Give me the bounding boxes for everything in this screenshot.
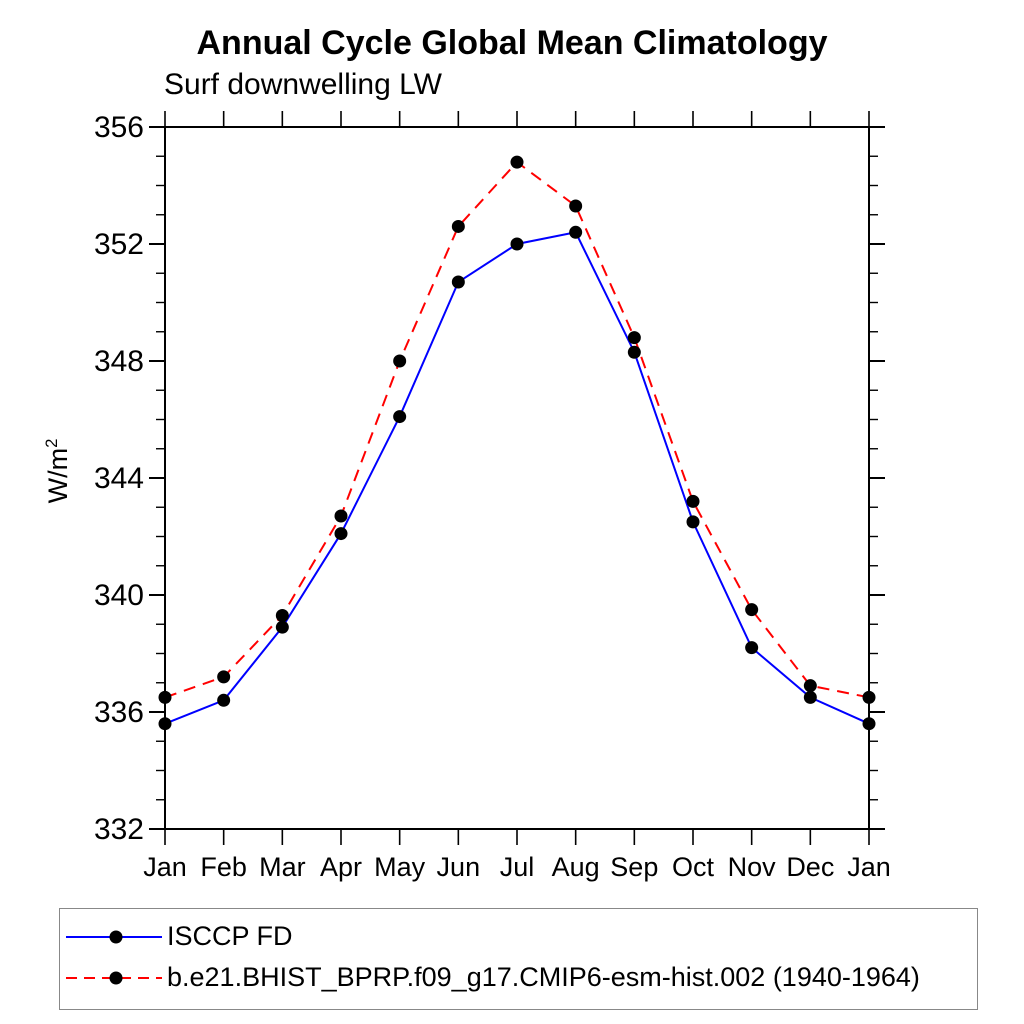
data-point-marker-0 — [217, 693, 231, 707]
data-point-marker-1 — [862, 690, 876, 704]
data-point-marker-0 — [275, 620, 289, 634]
x-axis-tick-label: Sep — [610, 852, 658, 882]
x-axis-tick-label: May — [374, 852, 426, 882]
data-point-marker-1 — [217, 670, 231, 684]
y-axis-tick-label: 332 — [94, 813, 144, 846]
data-point-marker-0 — [451, 275, 465, 289]
y-axis-tick-label: 348 — [94, 345, 144, 378]
x-axis-tick-label: Aug — [552, 852, 600, 882]
x-axis-tick-label: Mar — [259, 852, 306, 882]
data-point-marker-1 — [393, 354, 407, 368]
chart-title: Annual Cycle Global Mean Climatology — [196, 24, 828, 62]
x-axis-tick-label: Jun — [437, 852, 481, 882]
x-axis-tick-label: Apr — [320, 852, 362, 882]
data-point-marker-0 — [627, 345, 641, 359]
data-point-marker-1 — [803, 679, 817, 693]
legend-label: ISCCP FD — [167, 921, 293, 951]
data-point-marker-0 — [334, 527, 348, 541]
y-axis-tick-label: 356 — [94, 111, 144, 144]
legend-label: b.e21.BHIST_BPRP.f09_g17.CMIP6-esm-hist.… — [167, 962, 920, 992]
legend-entry-isccp: ISCCP FD — [60, 916, 977, 957]
y-axis-tick-label: 340 — [94, 579, 144, 612]
data-point-marker-1 — [158, 690, 172, 704]
x-axis-tick-label: Oct — [672, 852, 715, 882]
x-axis-tick-label: Dec — [786, 852, 834, 882]
legend-line-sample-solid — [66, 930, 162, 943]
series-line-0 — [164, 231, 870, 725]
legend-marker-icon — [109, 971, 123, 984]
legend-line-sample-dashed — [66, 971, 162, 984]
data-point-marker-0 — [158, 717, 172, 731]
x-axis-tick-label: Feb — [200, 852, 247, 882]
data-point-marker-0 — [569, 225, 583, 239]
x-axis-tick-label: Jan — [143, 852, 187, 882]
data-point-marker-0 — [745, 641, 759, 655]
data-point-marker-1 — [627, 331, 641, 345]
x-axis-tick-label: Jul — [500, 852, 535, 882]
legend: ISCCP FD b.e21.BHIST_BPRP.f09_g17.CMIP6-… — [59, 908, 978, 1010]
data-point-marker-1 — [334, 509, 348, 523]
data-point-marker-1 — [686, 494, 700, 508]
legend-entry-model: b.e21.BHIST_BPRP.f09_g17.CMIP6-esm-hist.… — [60, 957, 977, 998]
y-axis-tick-label: 336 — [94, 696, 144, 729]
data-point-marker-0 — [686, 515, 700, 529]
data-point-marker-0 — [862, 717, 876, 731]
data-point-marker-0 — [803, 690, 817, 704]
x-axis-tick-label: Nov — [728, 852, 777, 882]
data-point-marker-1 — [510, 155, 524, 169]
data-point-marker-1 — [745, 603, 759, 617]
legend-marker-icon — [109, 930, 123, 943]
data-point-marker-1 — [569, 199, 583, 213]
y-axis-tick-label: 352 — [94, 228, 144, 261]
chart-subtitle: Surf downwelling LW — [164, 68, 442, 101]
data-point-marker-0 — [510, 237, 524, 251]
y-axis-tick-label: 344 — [94, 462, 144, 495]
plot-frame — [164, 126, 870, 830]
data-point-marker-1 — [451, 219, 465, 233]
x-axis-tick-label: Jan — [847, 852, 891, 882]
data-point-marker-1 — [275, 608, 289, 622]
data-point-marker-0 — [393, 410, 407, 424]
